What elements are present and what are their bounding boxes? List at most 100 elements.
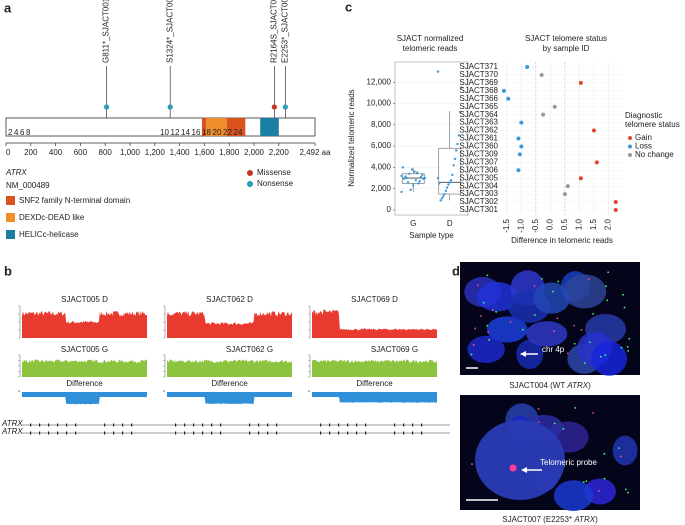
exon — [48, 431, 50, 435]
nucleus — [553, 480, 593, 512]
y-tick-label: 12,000 — [367, 77, 392, 86]
data-point — [519, 120, 524, 125]
data-point — [578, 80, 583, 85]
y-tick-label: SJACT307 — [459, 157, 498, 166]
track-title: SJACT005 D — [61, 295, 108, 304]
exon-label: 20 — [213, 128, 222, 137]
data-point — [444, 189, 448, 193]
exon — [320, 423, 322, 427]
y-tick-label: SJACT306 — [459, 165, 498, 174]
probe-signal — [566, 352, 569, 355]
probe-signal — [603, 477, 606, 480]
probe-signal — [606, 299, 609, 302]
y-tick-label: SJACT371 — [459, 62, 498, 71]
exon — [421, 423, 423, 427]
y-axis-label: Normalized telomeric reads — [347, 89, 356, 186]
exon — [220, 423, 222, 427]
exon — [66, 431, 68, 435]
exon — [394, 423, 396, 427]
domain — [201, 118, 207, 136]
y-tick-label: SJACT360 — [459, 142, 498, 151]
exon — [48, 423, 50, 427]
y-tick-label: SJACT363 — [459, 118, 498, 127]
data-point — [443, 192, 446, 196]
arrow-head — [521, 467, 527, 473]
nucleus — [475, 420, 565, 500]
x-axis-label: Sample type — [409, 231, 454, 240]
probe-signal — [533, 314, 536, 316]
data-point — [552, 104, 557, 109]
exon — [267, 431, 269, 435]
data-point — [448, 181, 451, 184]
panel-label: a — [4, 0, 12, 15]
exon-label: 14 — [181, 128, 190, 137]
mutation-label: R2164S_SJACT021 — [269, 0, 278, 63]
probe-signal — [582, 481, 585, 484]
difference-band — [167, 392, 292, 397]
exon — [356, 423, 358, 427]
panel-label: c — [345, 0, 352, 14]
x-tick-label: 0 — [6, 148, 11, 157]
probe-signal — [491, 309, 494, 312]
probe-signal — [470, 353, 473, 356]
gene-label: ATRX — [1, 427, 23, 436]
data-point — [442, 194, 445, 198]
probe-signal — [580, 328, 583, 331]
x-tick-label: 400 — [49, 148, 63, 157]
probe-signal — [573, 342, 576, 345]
exon — [249, 431, 251, 435]
data-point — [451, 173, 454, 177]
legend-title: Diagnostic — [625, 111, 662, 120]
probe-signal — [585, 480, 588, 482]
exon — [258, 431, 260, 435]
data-point — [436, 176, 440, 180]
probe-signal — [627, 491, 629, 494]
difference-track — [167, 395, 292, 404]
y-tick-label: SJACT303 — [459, 189, 498, 198]
y-tick-label: 0 — [387, 205, 392, 214]
probe-signal — [521, 328, 524, 331]
y-tick-label: 6,000 — [371, 141, 392, 150]
data-point — [400, 174, 403, 178]
exon — [39, 423, 41, 427]
exon — [421, 431, 423, 435]
data-point — [421, 173, 424, 177]
probe-signal — [486, 324, 489, 327]
exon — [30, 431, 32, 435]
exon — [184, 423, 186, 427]
y-tick-label: SJACT368 — [459, 86, 498, 95]
probe-signal — [562, 427, 565, 430]
data-point — [457, 134, 461, 137]
probe-signal — [623, 306, 626, 309]
nucleus — [612, 435, 638, 466]
data-point — [410, 168, 414, 171]
difference-track — [312, 396, 437, 403]
data-point — [449, 178, 453, 182]
y-tick-label: SJACT366 — [459, 94, 498, 103]
y-tick-label: SJACT361 — [459, 134, 498, 143]
nucleus — [563, 274, 607, 309]
x-tick-label: -1.5 — [502, 218, 511, 232]
data-point — [456, 142, 459, 146]
probe-signal — [509, 464, 517, 472]
probe-signal — [589, 341, 591, 344]
exon-label: 10 — [160, 128, 169, 137]
probe-signal — [605, 285, 607, 288]
track-title: SJACT069 G — [371, 345, 418, 354]
data-point — [460, 86, 463, 89]
y-tick-label: 2,000 — [371, 184, 392, 193]
chart-title: by sample ID — [543, 44, 590, 53]
probe-signal — [553, 330, 555, 332]
legend-label: Nonsense — [257, 179, 294, 188]
data-point — [506, 96, 511, 101]
x-tick-label: 2.0 — [604, 218, 613, 230]
exon — [356, 431, 358, 435]
exon — [66, 423, 68, 427]
track-title: Difference — [356, 379, 393, 388]
probe-signal — [627, 350, 630, 352]
exon — [202, 423, 204, 427]
exon — [122, 431, 124, 435]
exon — [329, 423, 331, 427]
data-point — [453, 157, 457, 161]
